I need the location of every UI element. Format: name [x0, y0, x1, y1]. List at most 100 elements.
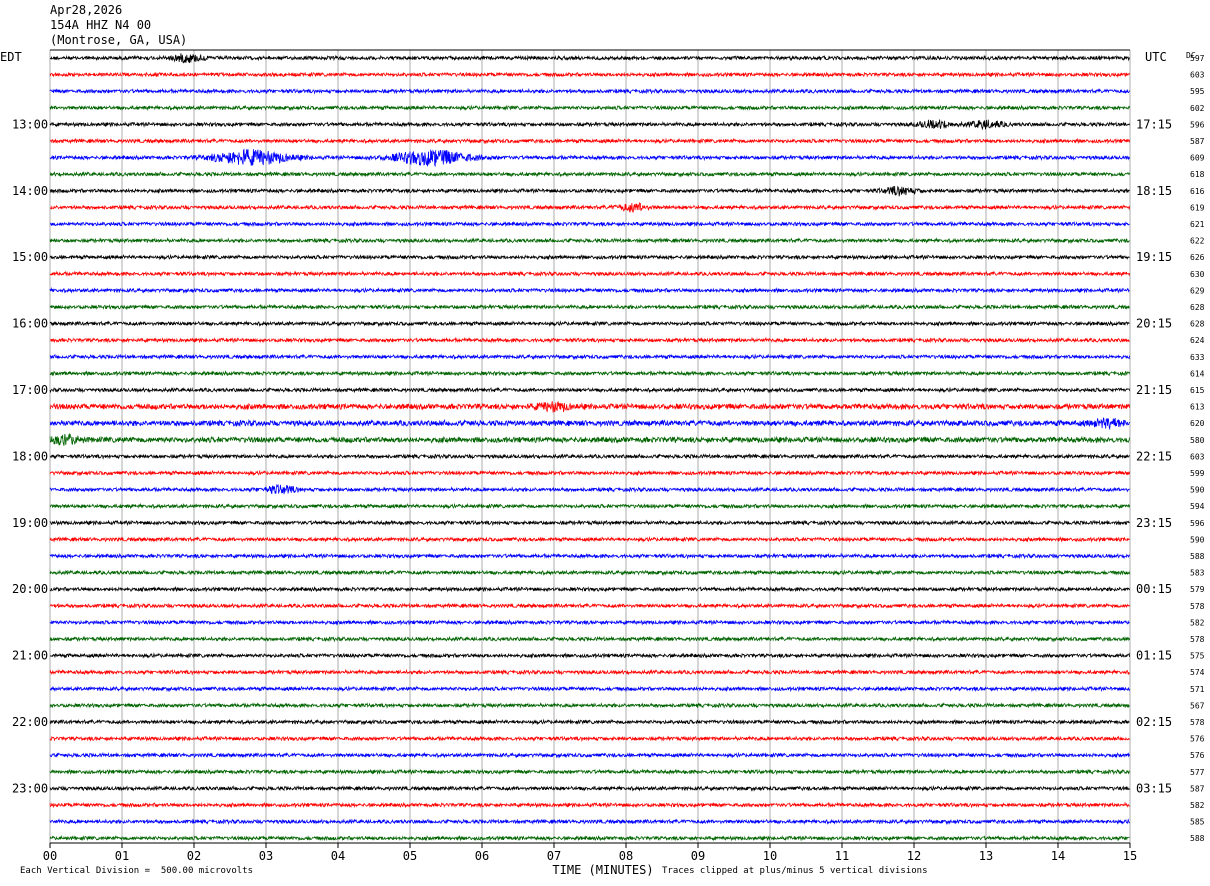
trace-row-4	[49, 119, 1130, 131]
trace-row-14	[49, 286, 1130, 294]
trace-row-27	[49, 502, 1130, 510]
left-hour-label: 22:00	[12, 715, 48, 729]
x-tick-label: 06	[475, 849, 489, 863]
dc-offset-label: 571	[1190, 685, 1205, 694]
dc-offset-label: 619	[1190, 203, 1205, 212]
dc-offset-label: 613	[1190, 403, 1205, 412]
dc-offset-label: 626	[1190, 253, 1205, 262]
trace-row-38	[49, 685, 1130, 693]
dc-offset-label: 580	[1190, 436, 1205, 445]
dc-offset-label: 629	[1190, 286, 1205, 295]
trace-row-39	[49, 701, 1130, 709]
right-hour-label: 21:15	[1136, 383, 1172, 397]
dc-offset-label: 603	[1190, 452, 1205, 461]
trace-row-18	[49, 353, 1130, 361]
trace-row-42	[49, 751, 1130, 759]
x-tick-label: 07	[547, 849, 561, 863]
dc-offset-label: 597	[1190, 54, 1205, 63]
x-tick-label: 11	[835, 849, 849, 863]
right-hour-label: 22:15	[1136, 449, 1172, 463]
left-hour-label: 15:00	[12, 250, 48, 264]
trace-row-9	[49, 201, 1130, 213]
trace-row-31	[49, 569, 1130, 576]
trace-row-30	[49, 552, 1130, 560]
seismic-traces	[49, 53, 1130, 842]
dc-offset-label: 576	[1190, 751, 1205, 760]
dc-offset-label: 622	[1190, 237, 1205, 246]
dc-offset-label: 579	[1190, 585, 1205, 594]
left-hour-label: 17:00	[12, 383, 48, 397]
x-tick-label: 12	[907, 849, 921, 863]
trace-row-2	[49, 87, 1130, 95]
dc-offset-label: 587	[1190, 784, 1205, 793]
trace-row-11	[49, 237, 1130, 244]
trace-row-21	[49, 400, 1130, 413]
x-tick-label: 09	[691, 849, 705, 863]
header-location: (Montrose, GA, USA)	[50, 33, 188, 47]
left-hour-label: 20:00	[12, 582, 48, 596]
trace-row-47	[49, 834, 1130, 842]
trace-row-13	[49, 270, 1130, 278]
trace-row-33	[49, 602, 1130, 610]
right-hour-label: 03:15	[1136, 781, 1172, 795]
dc-offset-label: 630	[1190, 270, 1205, 279]
hour-labels: 13:00 14:00 15:00 16:00 17:00 18:00 19:00 20:00…	[12, 117, 1172, 795]
clip-note: Traces clipped at plus/minus 5 vertical …	[662, 866, 928, 876]
dc-offset-label: 615	[1190, 386, 1205, 395]
dc-offset-label: 628	[1190, 303, 1205, 312]
dc-offset-label: 614	[1190, 369, 1205, 378]
trace-row-19	[49, 369, 1130, 377]
left-timezone-label: EDT	[0, 50, 22, 64]
trace-row-3	[49, 104, 1130, 112]
dc-label: DC	[1186, 51, 1196, 60]
right-hour-label: 17:15	[1136, 117, 1172, 131]
minute-gridlines	[49, 49, 1131, 844]
right-hour-label: 02:15	[1136, 715, 1172, 729]
trace-row-7	[49, 170, 1130, 178]
dc-offset-label: 578	[1190, 635, 1205, 644]
trace-row-10	[49, 220, 1130, 228]
left-hour-label: 13:00	[12, 117, 48, 131]
left-hour-label: 14:00	[12, 184, 48, 198]
dc-offset-label: 574	[1190, 668, 1205, 677]
trace-row-35	[49, 635, 1130, 643]
dc-offset-label: 620	[1190, 419, 1205, 428]
x-tick-label: 10	[763, 849, 777, 863]
x-tick-label: 00	[43, 849, 57, 863]
trace-row-45	[49, 801, 1130, 809]
trace-row-26	[49, 483, 1130, 495]
trace-row-43	[49, 768, 1130, 776]
trace-row-24	[49, 452, 1130, 460]
dc-offset-label: 595	[1190, 87, 1205, 96]
x-tick-label: 08	[619, 849, 633, 863]
trace-row-20	[49, 386, 1130, 394]
trace-row-32	[49, 585, 1130, 593]
dc-offset-label: 618	[1190, 170, 1205, 179]
dc-offset-label: 582	[1190, 618, 1205, 627]
trace-row-46	[49, 818, 1130, 825]
right-hour-label: 18:15	[1136, 184, 1172, 198]
trace-row-8	[49, 185, 1130, 197]
dc-offset-label: 596	[1190, 519, 1205, 528]
trace-row-23	[49, 432, 1130, 446]
dc-offset-label: 594	[1190, 502, 1205, 511]
dc-offset-labels: 597 603 595 602 596 587 609 618 616 619 621 622 626 6…	[1190, 54, 1205, 843]
left-hour-label: 16:00	[12, 317, 48, 331]
left-hour-label: 23:00	[12, 781, 48, 795]
dc-offset-label: 624	[1190, 336, 1205, 345]
dc-offset-label: 583	[1190, 569, 1205, 578]
trace-row-22	[49, 417, 1130, 431]
trace-row-25	[49, 469, 1130, 477]
dc-offset-label: 578	[1190, 602, 1205, 611]
trace-row-12	[49, 253, 1130, 261]
trace-row-15	[49, 303, 1130, 311]
left-hour-label: 19:00	[12, 516, 48, 530]
x-tick-label: 15	[1123, 849, 1137, 863]
x-tick-label: 13	[979, 849, 993, 863]
right-hour-label: 19:15	[1136, 250, 1172, 264]
dc-offset-label: 616	[1190, 187, 1205, 196]
dc-offset-label: 628	[1190, 320, 1205, 329]
dc-offset-label: 577	[1190, 768, 1205, 777]
dc-offset-label: 578	[1190, 718, 1205, 727]
